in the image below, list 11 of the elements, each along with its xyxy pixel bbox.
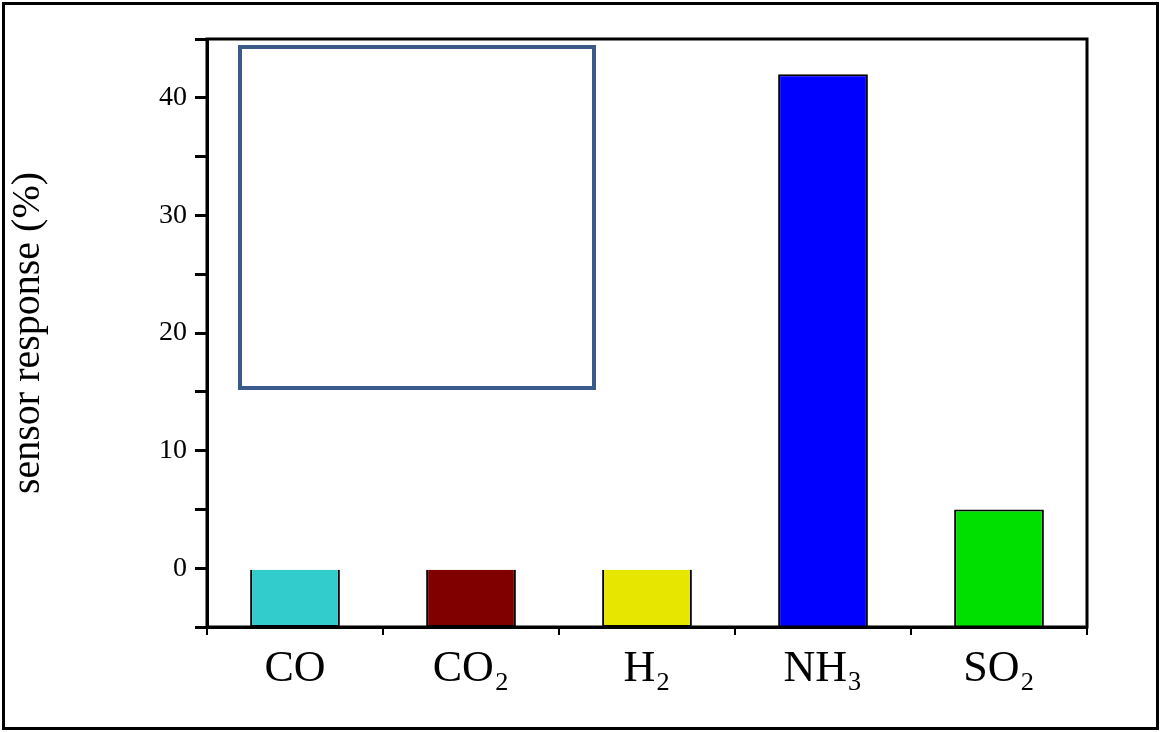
x-tick-label: SO₂: [963, 641, 1035, 691]
x-tick-label: NH₃: [783, 641, 863, 691]
y-axis-title: sensor response (%): [2, 171, 48, 495]
y-tick-label: 10: [159, 432, 187, 464]
x-tick-label: CO: [264, 641, 326, 691]
y-tick-label: 30: [159, 197, 187, 229]
y-tick-label: 20: [159, 315, 187, 347]
y-tick-label: 40: [159, 80, 187, 112]
x-tick-label: CO₂: [432, 641, 510, 691]
y-tick-label: 0: [173, 550, 187, 582]
x-tick-label: H₂: [623, 641, 671, 691]
